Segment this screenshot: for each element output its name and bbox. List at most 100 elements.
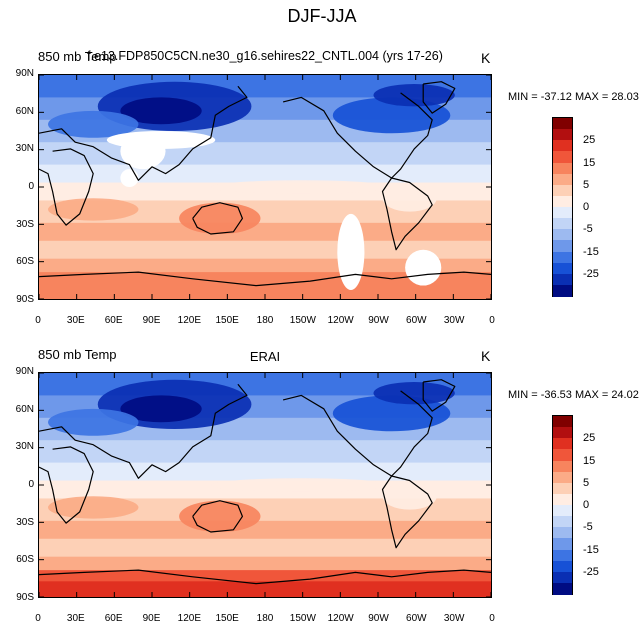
lat-tick-label: 60N — [15, 403, 34, 415]
colorbar-tick-label: 25 — [583, 134, 596, 147]
temperature-field — [39, 373, 491, 597]
lon-tick-label: 30W — [443, 315, 465, 326]
lon-tick-label: 90E — [142, 315, 161, 326]
colorbar-swatch — [553, 516, 572, 528]
field-anomaly — [120, 395, 202, 423]
colorbar-swatch — [553, 262, 572, 275]
field-band — [39, 570, 491, 582]
temperature-field — [39, 75, 491, 299]
colorbar-swatch — [553, 460, 572, 473]
tick-marks — [39, 373, 491, 597]
lat-tick-label: 90N — [15, 366, 34, 377]
colorbar-swatch — [553, 173, 572, 186]
lon-tick-label: 150E — [215, 315, 239, 326]
lon-tick-label: 30E — [66, 315, 85, 326]
field-anomaly — [48, 110, 139, 138]
lon-tick-label: 60E — [104, 613, 123, 624]
coastline — [381, 475, 433, 549]
colorbar-swatch — [553, 538, 572, 550]
panel2-center-title: ERAI — [249, 349, 281, 364]
colorbar-swatch — [553, 151, 572, 163]
panel1-colorbar — [552, 117, 573, 297]
colorbar-swatch — [553, 184, 572, 197]
colorbar-swatch — [553, 251, 572, 264]
coastline — [39, 148, 94, 226]
field-band — [39, 258, 491, 273]
colorbar-swatch — [553, 471, 572, 484]
missing-data-patch — [106, 131, 216, 149]
colorbar-swatch — [553, 493, 572, 506]
field-anomaly — [332, 395, 451, 432]
field-band — [39, 538, 491, 558]
lon-tick-label: 150W — [289, 315, 316, 326]
colorbar-swatch — [553, 195, 572, 208]
coastlines — [39, 81, 491, 287]
coastline — [192, 202, 243, 235]
coastline — [39, 446, 94, 524]
field-anomaly — [120, 97, 202, 125]
field-anomaly — [48, 198, 139, 221]
panel2-left-title: 850 mb Temp — [38, 347, 117, 362]
lat-tick-label: 60S — [16, 554, 34, 566]
missing-data-patch — [337, 213, 365, 291]
lat-tick-label: 60S — [16, 256, 34, 268]
field-band — [39, 556, 491, 571]
lon-tick-label: 0 — [489, 613, 495, 624]
lon-tick-label: 150E — [215, 613, 239, 624]
lon-tick-label: 30W — [443, 613, 465, 624]
field-anomaly — [373, 83, 455, 107]
tick-marks — [39, 75, 491, 299]
lon-tick-label: 120E — [177, 613, 201, 624]
lon-tick-label: 120E — [177, 315, 201, 326]
colorbar-swatch — [553, 427, 572, 439]
colorbar-tick-label: -5 — [583, 223, 593, 236]
lat-tick-label: 60N — [15, 105, 34, 117]
field-band — [39, 440, 491, 464]
colorbar-swatch — [553, 207, 572, 219]
colorbar-swatch — [553, 118, 572, 130]
colorbar-tick-label: 25 — [583, 432, 596, 445]
colorbar-swatch — [553, 273, 572, 286]
field-anomaly — [332, 97, 451, 134]
colorbar-swatch — [553, 140, 572, 152]
lat-tick-label: 90N — [15, 68, 34, 79]
colorbar-swatch — [553, 560, 572, 573]
field-band — [39, 200, 491, 224]
lon-tick-label: 180 — [256, 315, 274, 326]
colorbar-swatch — [553, 129, 572, 141]
colorbar-swatch — [553, 438, 572, 450]
colorbar-tick-label: -5 — [583, 521, 593, 534]
lon-tick-label: 90W — [368, 613, 389, 624]
field-anomaly — [210, 478, 392, 492]
coastlines — [39, 379, 491, 585]
lon-tick-label: 120W — [327, 315, 354, 326]
coastline — [381, 177, 433, 251]
field-band — [39, 222, 491, 242]
field-band — [39, 462, 491, 482]
coastline — [422, 81, 456, 114]
map-svg — [39, 75, 491, 299]
colorbar-swatch — [553, 240, 572, 252]
lat-tick-label: 0 — [28, 479, 34, 490]
lon-tick-label: 90E — [142, 613, 161, 624]
colorbar-tick-label: 15 — [583, 156, 596, 169]
colorbar-swatch — [553, 284, 572, 297]
colorbar-tick-label: -15 — [583, 245, 599, 258]
lon-tick-label: 60W — [406, 315, 427, 326]
colorbar-swatch — [553, 482, 572, 495]
missing-data-patch — [120, 169, 139, 187]
field-anomaly — [373, 381, 455, 405]
lon-tick-label: 60W — [406, 613, 427, 624]
field-anomaly — [382, 184, 437, 212]
coastline — [192, 500, 243, 533]
missing-data-patch — [405, 249, 442, 286]
lon-tick-label: 150W — [289, 613, 316, 624]
map-svg — [39, 373, 491, 597]
colorbar-tick-label: -25 — [583, 267, 599, 280]
panel2-map-plot — [38, 372, 492, 598]
lat-tick-label: 30S — [16, 516, 34, 528]
field-anomaly — [382, 482, 437, 510]
colorbar-tick-label: 5 — [583, 178, 590, 191]
panel1-stats: MIN = -37.12 MAX = 28.03 — [508, 91, 639, 103]
colorbar-swatch — [553, 162, 572, 175]
